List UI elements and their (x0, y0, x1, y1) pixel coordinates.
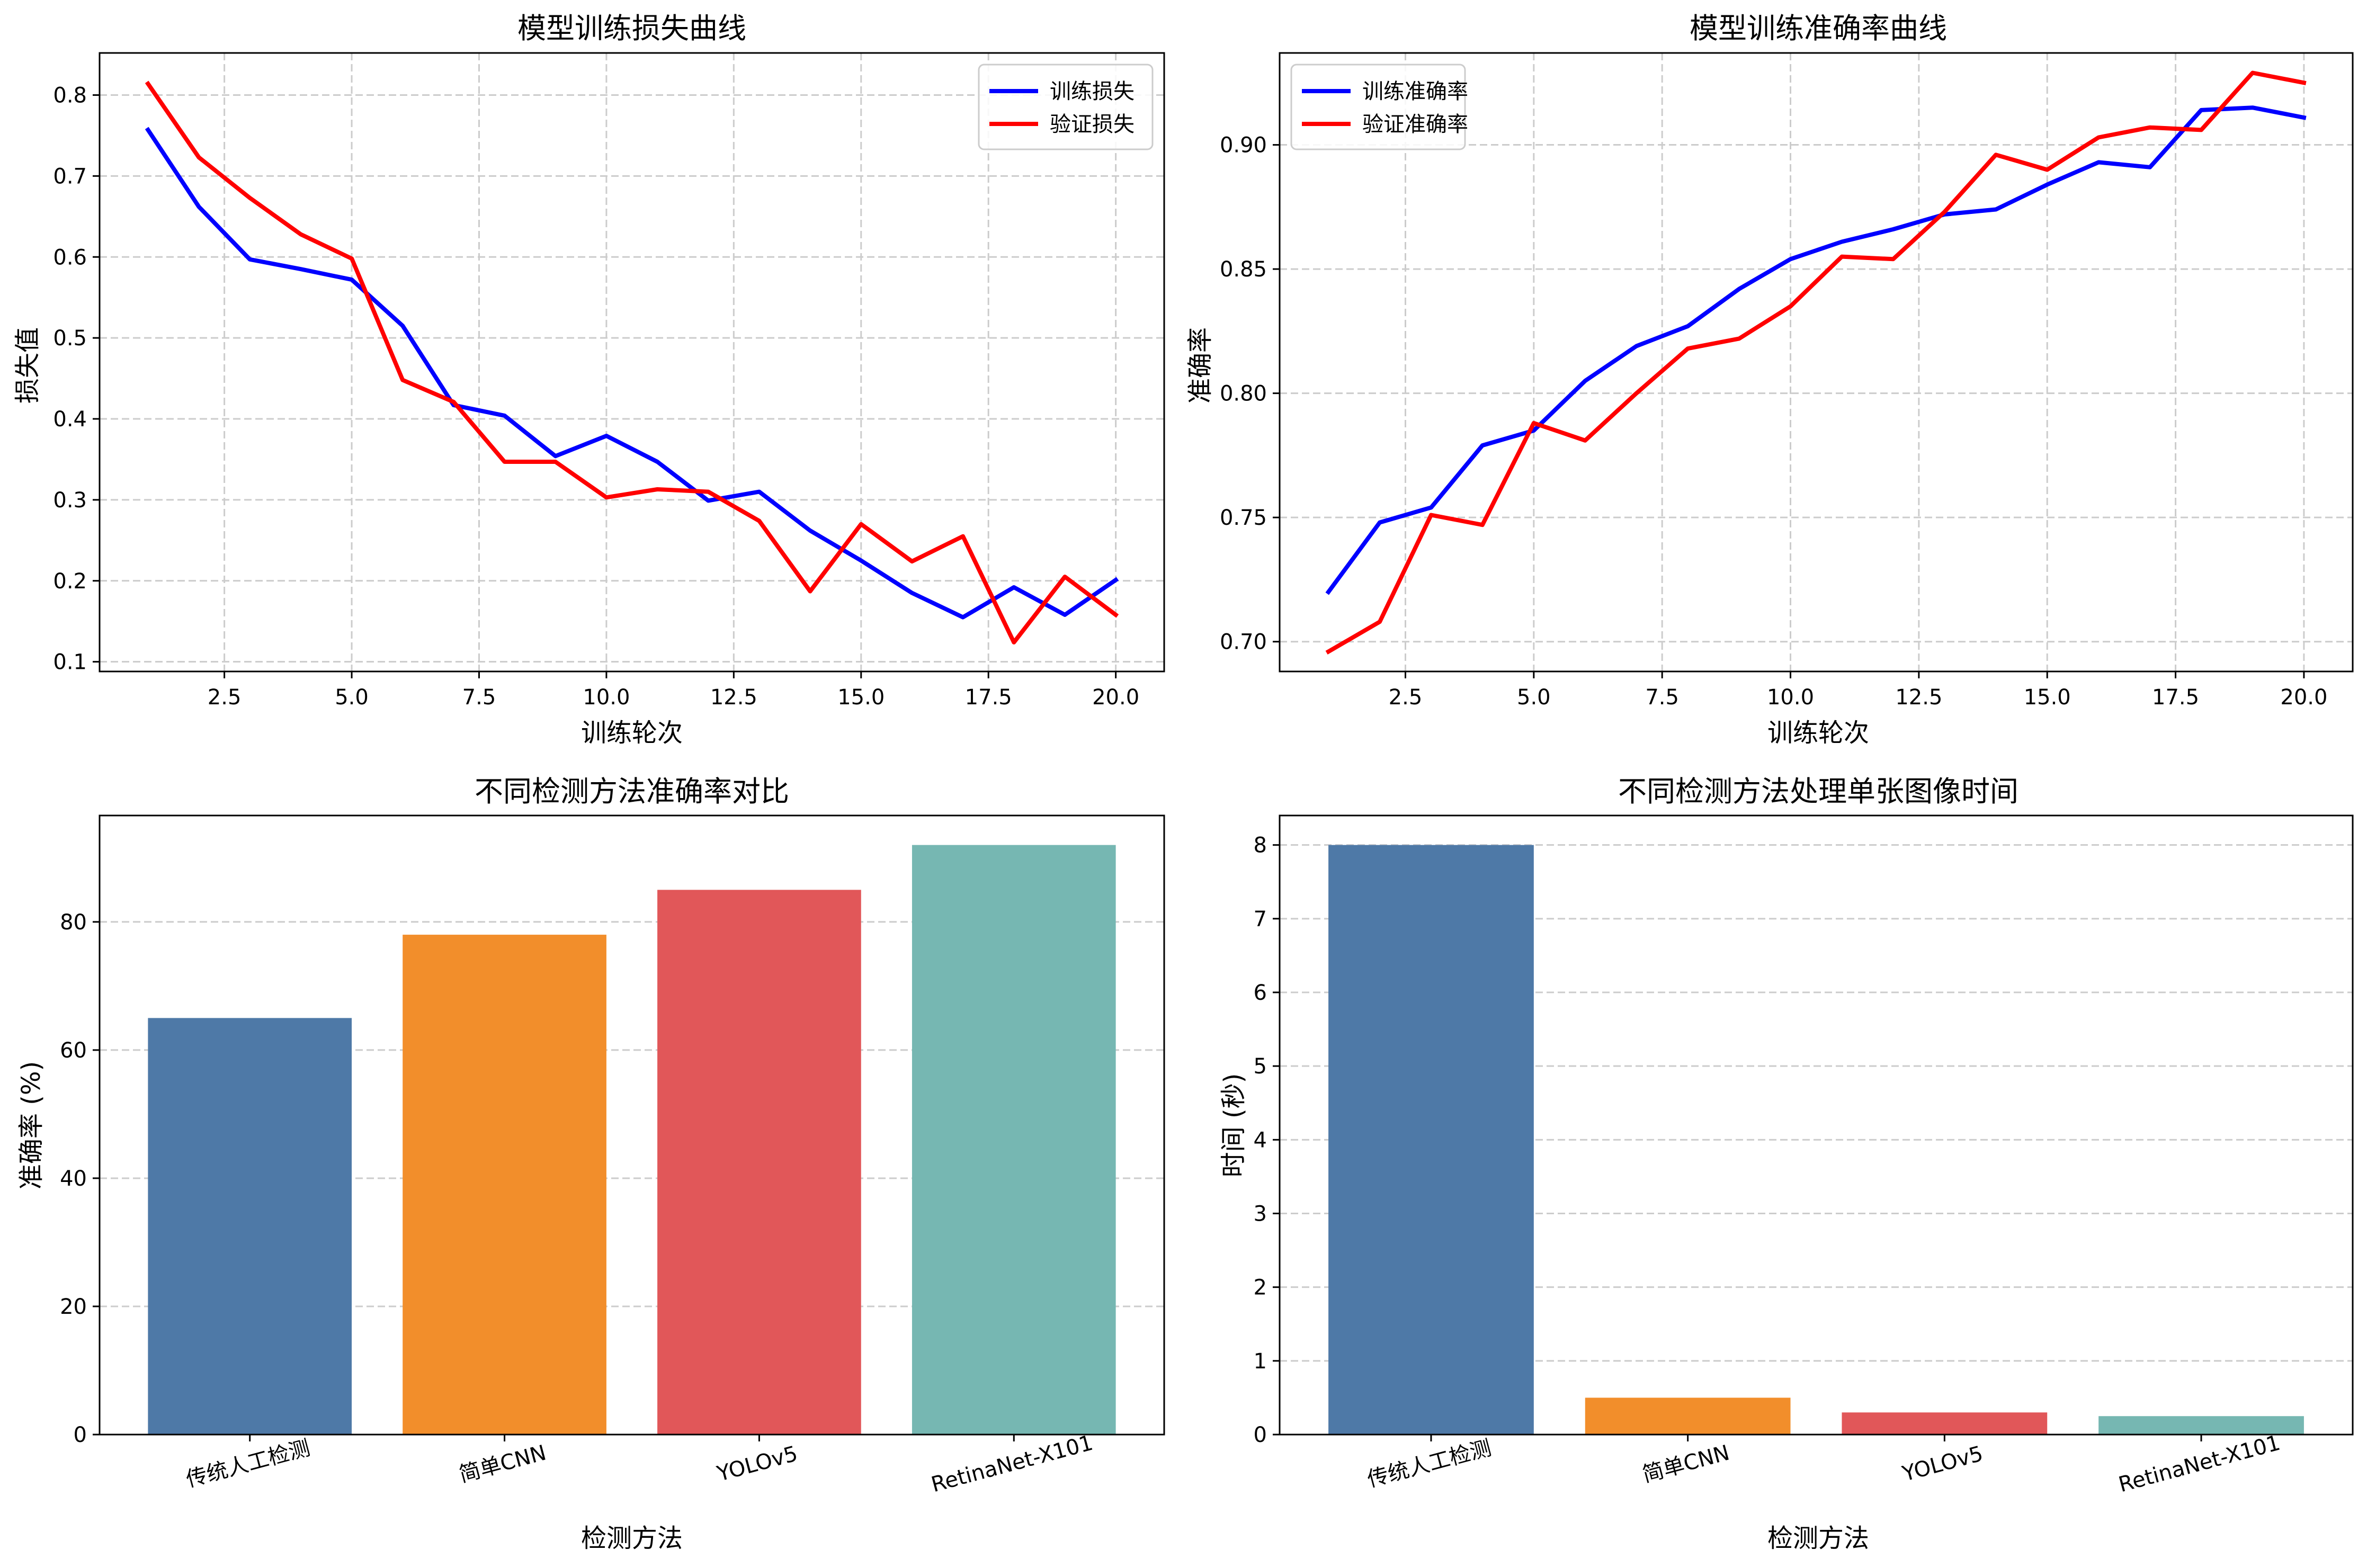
y-tick-label: 20 (60, 1295, 87, 1319)
y-tick-label: 0.6 (53, 245, 87, 270)
bar-0 (1328, 845, 1534, 1435)
accuracy-chart-panel: 模型训练准确率曲线 训练轮次 准确率 2.5 5.0 7.5 10.0 12.5 15.0… (1185, 12, 2354, 748)
y-tick-label: 8 (1254, 834, 1267, 858)
legend-label: 训练准确率 (1362, 79, 1468, 104)
bar-3 (2098, 1416, 2304, 1435)
y-tick-label: 0.90 (1220, 133, 1267, 158)
y-tick-label: 0 (74, 1423, 87, 1447)
method-accuracy-ylabel: 准确率 (%) (16, 1061, 46, 1189)
y-tick-label: 0.8 (53, 83, 87, 107)
bar-1 (403, 935, 606, 1435)
legend-box (1290, 64, 1466, 150)
legend-label: 验证准确率 (1362, 112, 1468, 137)
y-tick-label: 0 (1254, 1423, 1267, 1447)
loss-chart-xlabel: 训练轮次 (581, 718, 683, 748)
method-accuracy-title: 不同检测方法准确率对比 (475, 775, 789, 808)
x-tick-label: 15.0 (837, 685, 885, 710)
x-tick-label: 10.0 (583, 685, 630, 710)
y-tick-label: 0.1 (53, 650, 87, 675)
y-tick-label: 0.7 (53, 164, 87, 189)
plot-frame (1279, 814, 2354, 1436)
y-tick-label: 60 (60, 1038, 87, 1063)
y-tick-label: 0.3 (53, 488, 87, 513)
x-tick-label: 10.0 (1767, 685, 1814, 710)
y-tick-label: 0.75 (1220, 506, 1267, 530)
x-tick-label: 7.5 (462, 685, 496, 710)
bar-2 (657, 890, 861, 1435)
plot-frame (99, 52, 1165, 673)
bar-1 (1585, 1397, 1791, 1435)
accuracy-chart-title: 模型训练准确率曲线 (1690, 12, 1947, 45)
y-tick-label: 1 (1254, 1349, 1267, 1374)
y-tick-label: 0.85 (1220, 257, 1267, 282)
x-tick-label: 7.5 (1645, 685, 1679, 710)
loss-chart-title: 模型训练损失曲线 (517, 12, 746, 45)
x-tick-label: 2.5 (208, 685, 242, 710)
method-time-xlabel: 检测方法 (1767, 1524, 1869, 1553)
x-tick-label: 5.0 (1517, 685, 1551, 710)
y-tick-label: 4 (1254, 1128, 1267, 1152)
x-tick-label: 12.5 (1895, 685, 1942, 710)
legend-label: 训练损失 (1050, 79, 1135, 104)
y-tick-label: 0.80 (1220, 382, 1267, 406)
y-tick-label: 40 (60, 1167, 87, 1191)
y-tick-label: 0.2 (53, 569, 87, 594)
y-tick-label: 3 (1254, 1202, 1267, 1226)
x-tick-label: 15.0 (2024, 685, 2071, 710)
loss-chart-panel: 模型训练损失曲线 训练轮次 损失值 2.5 5.0 7.5 10.0 12.5 15.0 1… (13, 12, 1165, 748)
y-tick-label: 7 (1254, 907, 1267, 931)
y-tick-label: 0.5 (53, 326, 87, 351)
bar-0 (148, 1018, 352, 1435)
series-line-train (1325, 105, 2307, 595)
method-time-chart-panel: 不同检测方法处理单张图像时间 检测方法 时间 (秒) 012345678传统人工… (1219, 775, 2354, 1553)
x-tick-label: 5.0 (335, 685, 369, 710)
plot-frame (1279, 52, 2354, 673)
x-tick-label: 12.5 (710, 685, 757, 710)
series-line-validation (145, 80, 1119, 644)
x-tick-label: 17.5 (965, 685, 1012, 710)
method-accuracy-xlabel: 检测方法 (581, 1524, 683, 1553)
x-tick-label: 2.5 (1389, 685, 1423, 710)
series-line-validation (1325, 70, 2307, 655)
series-line-train (145, 127, 1119, 620)
plot-frame (99, 814, 1165, 1436)
accuracy-chart-xlabel: 训练轮次 (1767, 718, 1869, 748)
legend-box (978, 64, 1154, 150)
y-tick-label: 2 (1254, 1276, 1267, 1300)
bar-2 (1842, 1412, 2048, 1435)
x-tick-label: 20.0 (1092, 685, 1139, 710)
y-tick-label: 0.4 (53, 407, 87, 432)
method-time-title: 不同检测方法处理单张图像时间 (1618, 775, 2018, 808)
bar-3 (912, 845, 1116, 1435)
y-tick-label: 5 (1254, 1054, 1267, 1079)
y-tick-label: 0.70 (1220, 630, 1267, 655)
accuracy-chart-ylabel: 准确率 (1185, 327, 1215, 404)
y-tick-label: 6 (1254, 981, 1267, 1005)
method-time-ylabel: 时间 (秒) (1219, 1073, 1248, 1178)
x-tick-label: 17.5 (2152, 685, 2199, 710)
x-tick-label: 20.0 (2280, 685, 2327, 710)
y-tick-label: 80 (60, 910, 87, 935)
method-accuracy-chart-panel: 不同检测方法准确率对比 检测方法 准确率 (%) 020406080传统人工检测… (16, 775, 1165, 1553)
loss-chart-ylabel: 损失值 (13, 327, 42, 404)
legend-label: 验证损失 (1050, 112, 1135, 137)
